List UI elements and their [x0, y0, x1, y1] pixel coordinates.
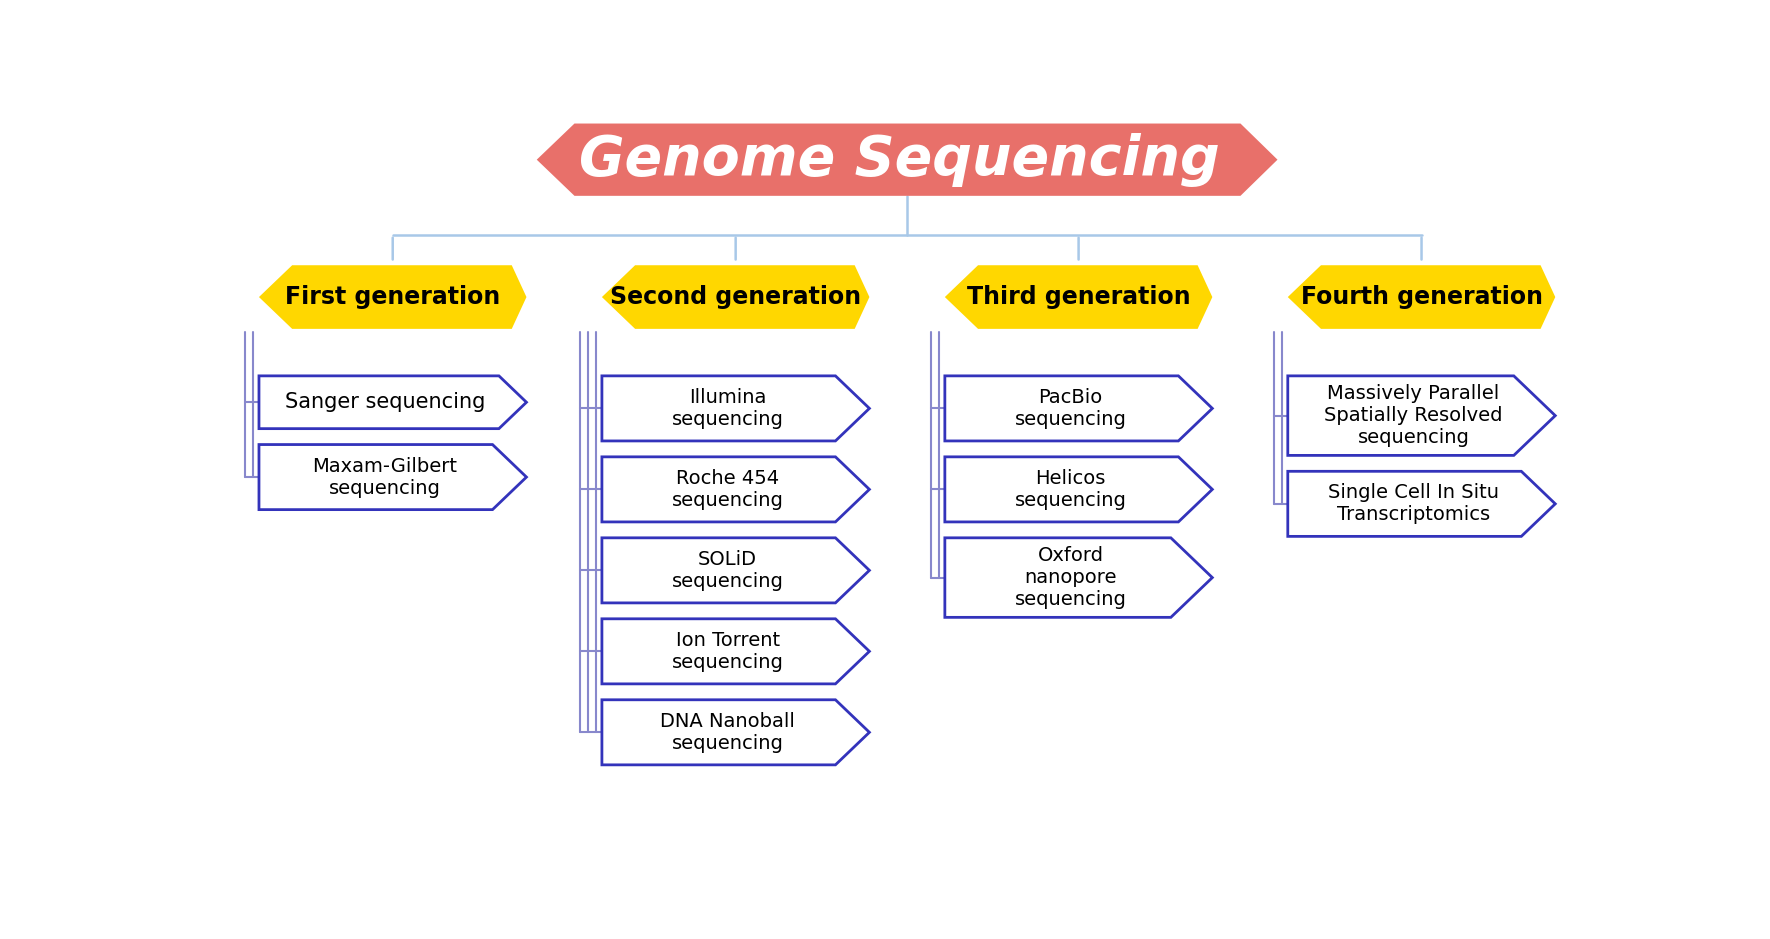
Polygon shape	[945, 457, 1212, 522]
Polygon shape	[1289, 471, 1556, 536]
Text: Maxam-Gilbert
sequencing: Maxam-Gilbert sequencing	[312, 456, 457, 498]
Text: Fourth generation: Fourth generation	[1301, 285, 1542, 309]
Text: PacBio
sequencing: PacBio sequencing	[1014, 388, 1126, 429]
Polygon shape	[945, 376, 1212, 441]
Text: Sanger sequencing: Sanger sequencing	[285, 393, 485, 412]
Text: Ion Torrent
sequencing: Ion Torrent sequencing	[671, 631, 784, 671]
Text: Massively Parallel
Spatially Resolved
sequencing: Massively Parallel Spatially Resolved se…	[1324, 384, 1503, 447]
Polygon shape	[536, 124, 1278, 196]
Text: Illumina
sequencing: Illumina sequencing	[671, 388, 784, 429]
Polygon shape	[945, 538, 1212, 617]
Polygon shape	[258, 265, 526, 329]
Text: Oxford
nanopore
sequencing: Oxford nanopore sequencing	[1014, 546, 1126, 609]
Text: Genome Sequencing: Genome Sequencing	[579, 132, 1220, 187]
Polygon shape	[1289, 376, 1556, 455]
Polygon shape	[602, 700, 869, 765]
Polygon shape	[945, 265, 1212, 329]
Polygon shape	[258, 444, 526, 510]
Polygon shape	[602, 538, 869, 603]
Polygon shape	[602, 265, 869, 329]
Polygon shape	[602, 457, 869, 522]
Text: Roche 454
sequencing: Roche 454 sequencing	[671, 469, 784, 510]
Text: Third generation: Third generation	[966, 285, 1191, 309]
Text: Second generation: Second generation	[611, 285, 862, 309]
Polygon shape	[1289, 265, 1556, 329]
Polygon shape	[602, 619, 869, 684]
Text: Helicos
sequencing: Helicos sequencing	[1014, 469, 1126, 510]
Polygon shape	[602, 376, 869, 441]
Text: DNA Nanoball
sequencing: DNA Nanoball sequencing	[660, 712, 795, 753]
Text: SOLiD
sequencing: SOLiD sequencing	[671, 550, 784, 591]
Text: First generation: First generation	[285, 285, 501, 309]
Text: Single Cell In Situ
Transcriptomics: Single Cell In Situ Transcriptomics	[1328, 484, 1499, 524]
Polygon shape	[258, 376, 526, 428]
